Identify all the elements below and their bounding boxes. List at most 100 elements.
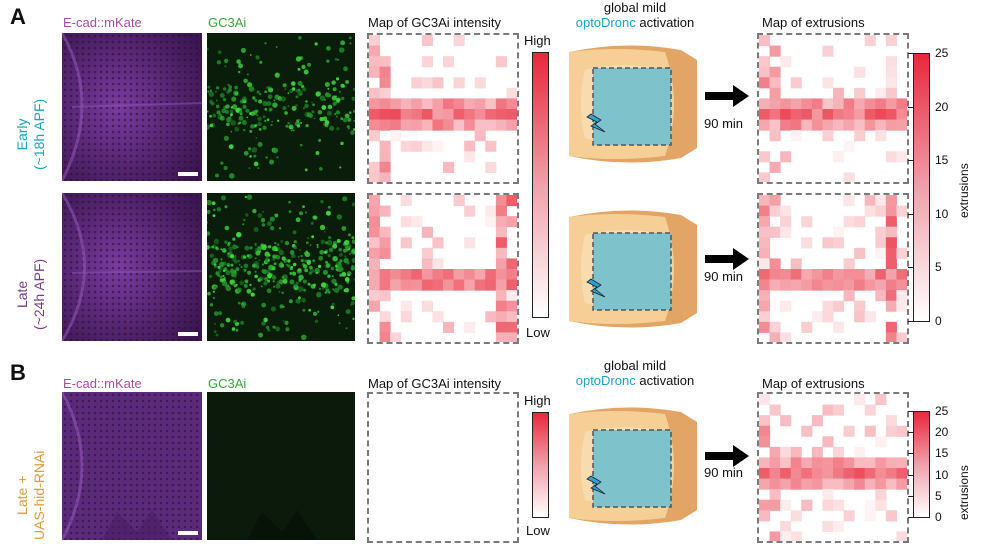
fluorescent-spot <box>278 227 282 230</box>
heatmap-cell <box>801 279 813 291</box>
gc3ai-image-late <box>207 193 355 341</box>
heatmap-cell <box>369 66 381 78</box>
heatmap-cell <box>811 119 823 131</box>
extrusion-colorbar-label: extrusions <box>957 163 971 218</box>
fluorescent-spot <box>227 264 230 267</box>
intensity-colorbar-high: High <box>524 33 551 48</box>
heatmap-cell <box>801 499 813 511</box>
fluorescent-spot <box>343 66 348 72</box>
heatmap-cell <box>885 468 897 480</box>
fluorescent-spot <box>351 239 355 244</box>
fluorescent-spot <box>332 243 338 249</box>
fluorescent-spot <box>322 116 328 122</box>
heatmap-cell <box>379 247 391 259</box>
heatmap-cell <box>780 151 792 163</box>
heatmap-cell <box>896 478 908 490</box>
heatmap-cell <box>885 279 897 291</box>
heatmap-cell <box>896 269 908 281</box>
scale-bar <box>178 531 198 535</box>
fluorescent-spot <box>326 239 333 246</box>
heatmap-cell <box>759 119 771 131</box>
heatmap-cell <box>854 216 866 228</box>
heatmap-cell <box>432 279 444 291</box>
heatmap-cell <box>790 258 802 270</box>
fluorescent-spot <box>348 233 351 237</box>
fluorescent-spot <box>274 72 280 78</box>
fluorescent-spot <box>302 279 307 284</box>
heatmap-cell <box>822 237 834 249</box>
fluorescent-spot <box>313 117 316 120</box>
heatmap-cell <box>843 457 855 469</box>
fluorescent-spot <box>297 268 302 272</box>
heatmap-cell <box>896 457 908 469</box>
heatmap-cell <box>369 258 381 270</box>
heatmap-cell <box>854 119 866 131</box>
fluorescent-spot <box>279 304 284 309</box>
row-label-early: Early (~18h APF) <box>14 99 48 170</box>
fluorescent-spot <box>212 290 216 293</box>
fluorescent-spot <box>322 287 325 290</box>
fluorescent-spot <box>235 267 240 272</box>
heatmap-cell <box>769 205 781 217</box>
heatmap-cell <box>495 216 507 228</box>
fluorescent-spot <box>302 308 306 312</box>
fluorescent-spot <box>207 291 211 296</box>
heatmap-cell <box>495 247 507 259</box>
fluorescent-spot <box>352 87 355 92</box>
heatmap-cell <box>896 247 908 259</box>
fluorescent-spot <box>297 90 304 97</box>
fluorescent-spot <box>275 254 281 260</box>
fluorescent-spot <box>255 55 260 60</box>
fluorescent-spot <box>257 213 263 218</box>
fluorescent-spot <box>342 85 346 88</box>
wing-diagram-late-rnai <box>565 402 697 535</box>
heatmap-cell <box>833 446 845 458</box>
gc3ai-image-late-rnai <box>207 392 355 540</box>
heatmap-cell <box>506 290 518 302</box>
fluorescent-spot <box>292 271 297 276</box>
heatmap-cell <box>769 119 781 131</box>
heatmap-cell <box>833 226 845 238</box>
fluorescent-spot <box>293 240 297 244</box>
fluorescent-spot <box>338 47 345 53</box>
fluorescent-spot <box>299 56 304 60</box>
heatmap-cell <box>369 45 381 57</box>
fluorescent-spot <box>340 117 344 121</box>
heatmap-cell <box>432 311 444 323</box>
fluorescent-spot <box>282 319 285 322</box>
heatmap-cell <box>474 119 486 131</box>
fluorescent-spot <box>251 147 258 153</box>
heatmap-cell <box>432 258 444 270</box>
fluorescent-spot <box>298 118 301 121</box>
fluorescent-spot <box>332 101 337 106</box>
fluorescent-spot <box>226 90 230 94</box>
fluorescent-spot <box>295 95 299 99</box>
fluorescent-spot <box>243 283 248 288</box>
heatmap-cell <box>854 300 866 312</box>
fluorescent-spot <box>341 271 347 277</box>
fluorescent-spot <box>325 241 329 245</box>
heatmap-cell <box>811 311 823 323</box>
fluorescent-spot <box>213 263 217 266</box>
fluorescent-spot <box>277 119 280 122</box>
heatmap-cell <box>780 226 792 238</box>
fluorescent-spot <box>246 116 249 119</box>
fluorescent-spot <box>273 285 276 288</box>
fluorescent-spot <box>276 246 281 251</box>
heatmap-cell <box>780 457 792 469</box>
heatmap-cell <box>390 269 402 281</box>
fluorescent-spot <box>248 167 251 169</box>
fluorescent-spot <box>322 269 328 275</box>
fluorescent-spot <box>335 261 342 267</box>
heatmap-cell <box>411 140 423 152</box>
heatmap-cell <box>464 205 476 217</box>
fluorescent-spot <box>224 225 230 231</box>
fluorescent-spot <box>309 265 313 270</box>
heatmap-cell <box>759 109 771 121</box>
fluorescent-spot <box>243 150 249 156</box>
heatmap-cell <box>875 237 887 249</box>
heatmap-cell <box>759 226 771 238</box>
activation-word: activation <box>639 373 695 388</box>
extrusion-colorbar-b-tick-label: 0 <box>935 510 942 524</box>
ecad-image-early <box>62 33 202 181</box>
